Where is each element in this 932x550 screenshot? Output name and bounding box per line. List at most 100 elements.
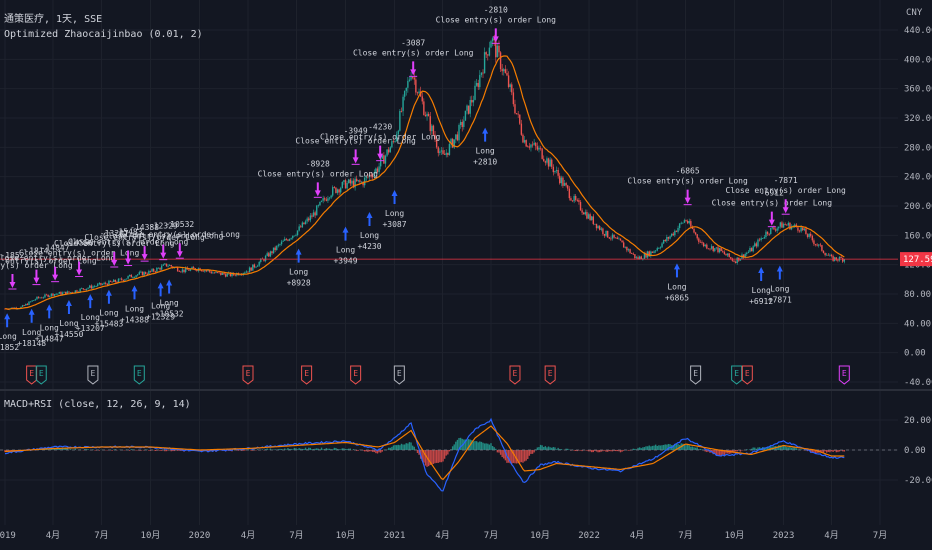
long-entry-arrow (295, 248, 302, 263)
candle-body (71, 292, 73, 293)
event-label: E (246, 369, 251, 378)
close-exit-arrow (160, 244, 167, 259)
macd-histogram-bar (822, 450, 825, 453)
candle-body (704, 244, 706, 247)
macd-histogram-bar (480, 441, 483, 450)
macd-histogram-bar (672, 445, 674, 450)
candle-body (533, 142, 535, 145)
candle-body (731, 258, 734, 261)
candle-body (498, 45, 500, 53)
macd-histogram-bar (66, 448, 69, 450)
macd-axis[interactable]: 20.00 0.00 -20.00 (904, 416, 932, 486)
macd-histogram-bar (487, 443, 489, 450)
candle-body (97, 284, 99, 287)
candle-body (503, 69, 505, 72)
candle-body (599, 226, 601, 230)
candle-body (164, 263, 166, 265)
candle-body (168, 265, 171, 266)
long-entry-label: Long (336, 246, 355, 255)
candle-body (100, 282, 102, 285)
macd-histogram-bar (586, 450, 588, 451)
long-entry-value: +10532 (155, 309, 184, 318)
candle-body (683, 220, 686, 223)
candle-body (779, 222, 782, 227)
candle-body (221, 273, 224, 275)
macd-histogram-bar (435, 450, 438, 463)
long-entry-label: Long (0, 332, 17, 341)
candle-body (666, 236, 668, 241)
long-entry-arrow (342, 226, 349, 241)
long-entry-value: +15483 (94, 320, 123, 329)
macd-histogram-bar (530, 450, 532, 454)
candle-body (312, 212, 315, 217)
candle-body (613, 234, 615, 238)
macd-histogram-bar (336, 448, 339, 450)
candle-body (434, 134, 436, 140)
event-marker (690, 365, 702, 385)
macd-histogram-bar (349, 448, 352, 450)
macd-histogram-bar (757, 447, 759, 450)
time-axis[interactable]: 2019 4月 7月 10月 2020 4月 7月 10月 2021 4月 7月 10月 2022 4月 7… (0, 530, 887, 541)
candle-body (688, 221, 690, 224)
candle-body (29, 301, 32, 303)
candle-body (443, 153, 446, 155)
candle-body (159, 267, 161, 270)
candle-body (381, 155, 383, 159)
macd-histogram-bar (734, 450, 737, 452)
macd-histogram-bar (627, 450, 630, 451)
candle-body (515, 113, 518, 115)
indicator-title[interactable]: MACD+RSI (close, 12, 26, 9, 14) (4, 399, 191, 410)
macd-histogram-bar (509, 450, 511, 464)
candle-body (802, 227, 804, 231)
candle-body (768, 233, 770, 235)
candle-body (813, 240, 815, 245)
candle-body (760, 238, 762, 241)
candle-body (144, 272, 147, 274)
candle-body (758, 239, 761, 241)
macd-histogram-bar (483, 443, 486, 450)
macd-histogram-bar (522, 450, 524, 463)
candle-body (672, 233, 674, 236)
macd-histogram-bar (786, 447, 788, 450)
event-label: E (548, 369, 553, 378)
candle-body (28, 301, 30, 305)
candle-body (722, 250, 724, 252)
candle-body (538, 147, 540, 150)
candle-body (266, 253, 268, 256)
candle-body (541, 148, 543, 159)
symbol-title[interactable]: 通策医疗, 1天, SSE (4, 14, 103, 25)
candle-body (472, 99, 475, 103)
candle-body (536, 146, 539, 150)
candle-body (706, 244, 708, 249)
strategy-title[interactable]: Optimized Zhaocaijinbao (0.01, 2) (4, 29, 203, 40)
macd-histogram-bar (367, 450, 369, 452)
trade-markers: Long+1852Close entry(s) order Long-1852L… (0, 5, 846, 352)
candle-body (734, 261, 737, 264)
candle-body (292, 235, 294, 239)
candle-body (591, 216, 593, 221)
candle-body (560, 177, 563, 184)
candle-body (432, 125, 435, 135)
macd-histogram-bar (418, 450, 420, 455)
macd-histogram-bar (787, 447, 790, 450)
candle-body (578, 200, 580, 202)
long-entry-label: Long (22, 328, 41, 337)
candle-body (340, 188, 342, 193)
macd-histogram-bar (296, 449, 299, 450)
candle-body (213, 272, 216, 274)
candle-body (55, 293, 57, 295)
close-exit-arrow (782, 199, 789, 214)
macd-histogram-bar (559, 449, 561, 450)
macd-histogram-bar (517, 450, 519, 464)
candle-body (766, 231, 769, 234)
close-exit-value: -2810 (484, 5, 508, 14)
time-tick-label: 7月 (484, 530, 498, 541)
candle-body (90, 285, 93, 289)
candle-body (535, 142, 537, 147)
macd-histogram-bar (488, 444, 491, 450)
macd-histogram-bar (327, 448, 329, 450)
candle-body (447, 152, 449, 155)
macd-histogram-bar (111, 450, 113, 451)
candle-body (135, 275, 137, 278)
